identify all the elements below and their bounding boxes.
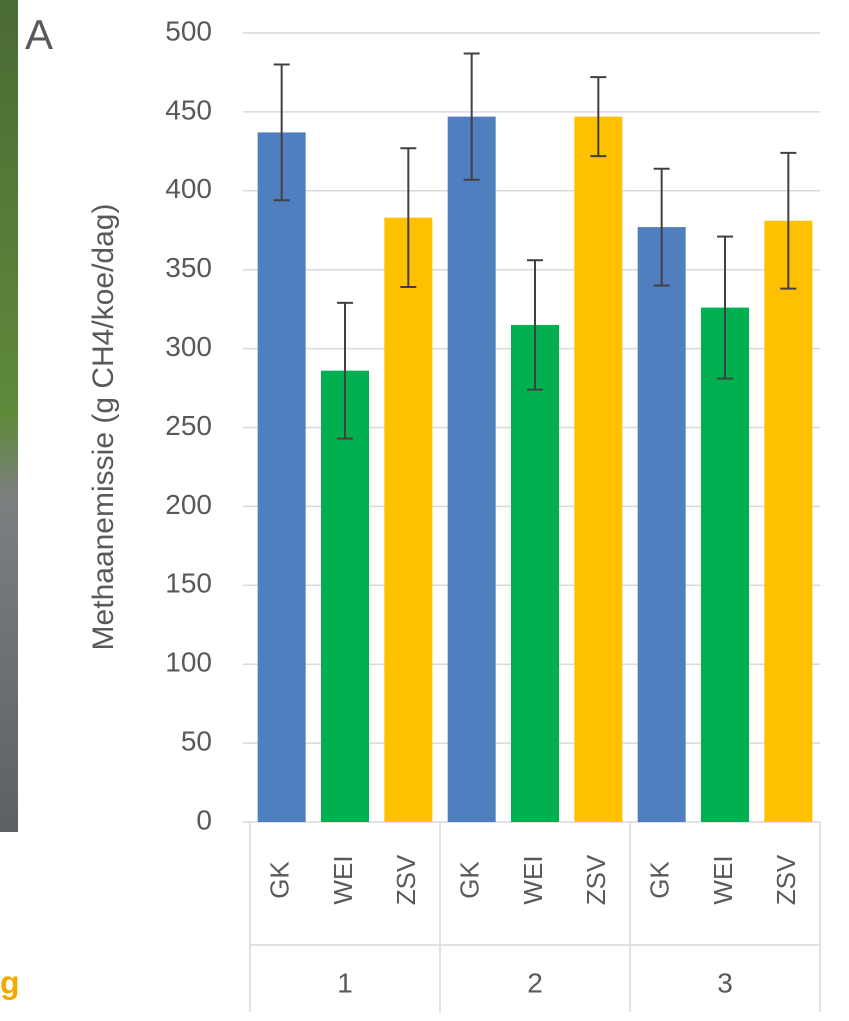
x-tick-label: GK xyxy=(645,861,675,899)
bar xyxy=(764,221,812,822)
x-group-label: 3 xyxy=(717,967,733,998)
y-tick-label: 50 xyxy=(181,725,212,756)
bar xyxy=(574,117,622,822)
y-tick-label: 200 xyxy=(165,489,212,520)
bar xyxy=(384,218,432,822)
bar xyxy=(511,325,559,822)
cropped-photo xyxy=(0,0,18,832)
x-group-label: 2 xyxy=(527,967,543,998)
y-tick-label: 250 xyxy=(165,410,212,441)
chart: g A Methaanemissie (g CH4/koe/dag) 0 50 10… xyxy=(0,0,849,1021)
panel-label: A xyxy=(25,11,53,58)
x-tick-label: ZSV xyxy=(581,854,611,905)
y-axis-title: Methaanemissie (g CH4/koe/dag) xyxy=(87,204,120,651)
y-tick-label: 450 xyxy=(165,94,212,125)
x-tick-label: ZSV xyxy=(391,854,421,905)
y-tick-label: 150 xyxy=(165,568,212,599)
x-tick-label: GK xyxy=(455,861,485,899)
y-tick-label: 100 xyxy=(165,647,212,678)
y-tick-label: 350 xyxy=(165,252,212,283)
bar xyxy=(701,308,749,822)
x-tick-label: WEI xyxy=(708,855,738,904)
x-tick-label: ZSV xyxy=(771,854,801,905)
cropped-text: g xyxy=(0,964,20,1000)
bar xyxy=(448,117,496,822)
y-tick-label: 400 xyxy=(165,173,212,204)
x-tick-label: WEI xyxy=(518,855,548,904)
x-tick-label: GK xyxy=(265,861,295,899)
x-group-label: 1 xyxy=(337,967,353,998)
y-tick-label: 300 xyxy=(165,331,212,362)
bar xyxy=(258,132,306,822)
y-tick-label: 0 xyxy=(196,804,212,835)
x-tick-label: WEI xyxy=(328,855,358,904)
y-tick-label: 500 xyxy=(165,15,212,46)
bar xyxy=(638,227,686,822)
